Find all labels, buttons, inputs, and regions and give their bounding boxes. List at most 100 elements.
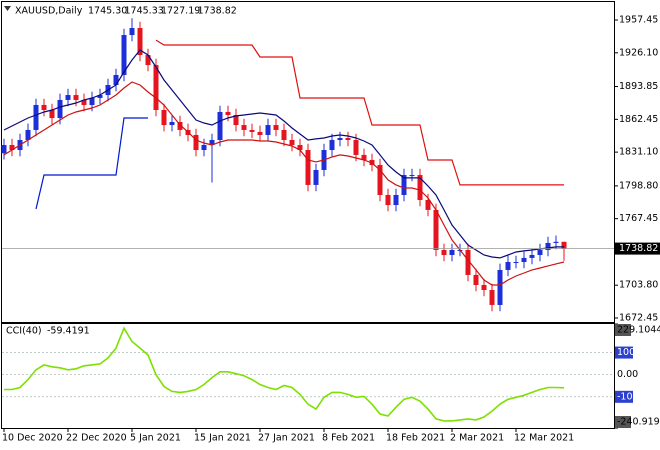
candle-body <box>81 99 87 105</box>
candle-body <box>137 28 143 56</box>
x-tick-label: 2 Mar 2021 <box>450 433 504 444</box>
y-tick-label: -240.9193 <box>617 417 660 428</box>
candle-body <box>313 169 319 185</box>
candle-body <box>473 274 479 285</box>
candle-body <box>25 129 31 140</box>
y-tick-label: -100 <box>617 391 639 402</box>
y-tick-box <box>615 416 631 428</box>
candle-body <box>329 139 335 151</box>
candle-body <box>9 145 15 151</box>
current-price-label: 1738.82 <box>619 243 658 254</box>
cci-value: -59.4191 <box>47 326 90 337</box>
candle-body <box>257 131 263 135</box>
candle-body <box>353 139 359 155</box>
cci-line <box>4 326 565 422</box>
candle-body <box>193 134 199 151</box>
candle-body <box>417 175 423 201</box>
candle-body <box>209 139 215 146</box>
y-tick-label: 100 <box>617 347 635 358</box>
x-tick-label: 8 Feb 2021 <box>322 433 375 444</box>
candle-body <box>441 249 447 255</box>
x-tick-label: 27 Jan 2021 <box>258 433 315 444</box>
candle-body <box>225 111 231 116</box>
x-tick-label: 10 Dec 2020 <box>2 433 63 444</box>
candle-body <box>393 194 399 206</box>
candle-body <box>505 261 511 270</box>
cci-title: CCI(40) <box>6 326 42 337</box>
candle-body <box>241 125 247 130</box>
indicator-line <box>3 81 565 286</box>
candle-body <box>1 145 7 154</box>
candle-body <box>265 125 271 135</box>
candle-body <box>337 138 343 140</box>
candle-body <box>89 97 95 105</box>
y-tick-label: 1767.45 <box>619 213 658 224</box>
cci-panel-frame <box>1 323 615 429</box>
candle-body <box>521 257 527 262</box>
candle-body <box>177 122 183 130</box>
y-tick-box <box>615 390 633 403</box>
menu-icon <box>4 6 11 11</box>
y-tick-label: 0.00 <box>617 369 638 380</box>
y-tick-label: 1831.10 <box>619 147 658 158</box>
y-tick-label: 1862.45 <box>619 114 658 125</box>
candle-body <box>385 194 391 206</box>
x-tick-label: 22 Dec 2020 <box>66 433 127 444</box>
candle-body <box>65 95 71 100</box>
candle-body <box>217 111 223 140</box>
ohlc-label: 1727.19 <box>161 6 200 17</box>
candle-body <box>401 175 407 195</box>
candle-body <box>121 35 127 75</box>
ohlc-label: 1745.33 <box>125 6 164 17</box>
candle-body <box>409 175 415 177</box>
candle-body <box>41 104 47 110</box>
candle-body <box>233 115 239 126</box>
y-tick-label: 229.1044 <box>617 325 660 336</box>
y-tick-label: 1926.10 <box>619 47 658 58</box>
candle-body <box>529 254 535 258</box>
candle-body <box>129 28 135 36</box>
candle-body <box>57 99 63 119</box>
indicator-line <box>3 49 564 259</box>
indicator-line <box>155 39 564 186</box>
candle-body <box>545 242 551 250</box>
candle-body <box>481 284 487 291</box>
candle-body <box>377 164 383 195</box>
candle-body <box>33 104 39 130</box>
y-tick-label: 1893.85 <box>619 81 658 92</box>
candle-body <box>49 109 55 119</box>
candle-body <box>281 129 287 140</box>
candle-body <box>153 65 159 110</box>
candle-body <box>161 109 167 126</box>
candle-body <box>449 249 455 255</box>
y-tick-label: 1957.45 <box>619 15 658 26</box>
current-price-box <box>614 242 660 255</box>
x-tick-label: 12 Mar 2021 <box>514 433 574 444</box>
candle-body <box>425 200 431 210</box>
y-tick-box <box>615 346 633 359</box>
candle-body <box>201 145 207 151</box>
candle-body <box>97 95 103 98</box>
candle-body <box>513 261 519 263</box>
candle-body <box>297 145 303 151</box>
y-tick-label: 1798.80 <box>619 180 658 191</box>
candle-body <box>305 150 311 185</box>
x-tick-label: 18 Feb 2021 <box>386 433 445 444</box>
candle-body <box>113 74 119 86</box>
candle-body <box>489 290 495 305</box>
candle-body <box>537 249 543 255</box>
x-tick-label: 5 Jan 2021 <box>130 433 181 444</box>
candle-body <box>73 95 79 100</box>
y-tick-box <box>615 324 631 336</box>
ohlc-label: 1738.82 <box>198 6 237 17</box>
candle-body <box>433 209 439 250</box>
candle-body <box>361 154 367 160</box>
candle-body <box>249 129 255 132</box>
ohlc-label: 1745.30 <box>88 6 127 17</box>
candle-body <box>145 55 151 66</box>
candle-body <box>345 138 351 140</box>
main-panel-frame <box>1 1 615 323</box>
candle-body <box>169 122 175 126</box>
